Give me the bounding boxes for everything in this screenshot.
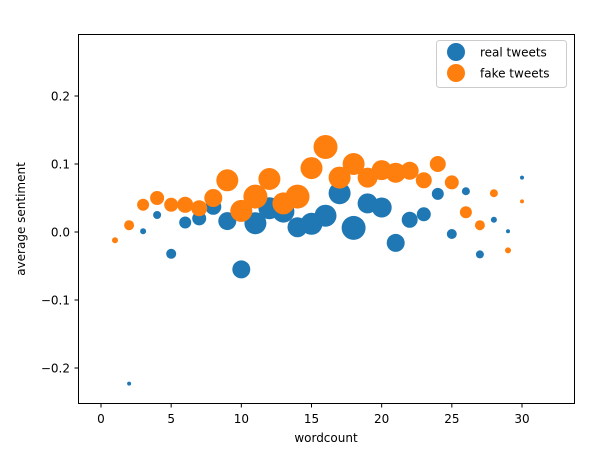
- x-tick-label: 15: [304, 412, 319, 426]
- fake-tweet-point: [230, 199, 253, 222]
- real-tweet-point: [218, 212, 237, 231]
- fake-tweet-point: [285, 184, 310, 209]
- real-tweet-point: [386, 233, 405, 252]
- y-axis-label: average sentiment: [14, 162, 28, 276]
- x-tick-label: 10: [234, 412, 249, 426]
- legend: real tweets fake tweets: [436, 40, 567, 88]
- fake-tweet-point: [112, 237, 118, 244]
- real-tweet-point: [461, 187, 470, 196]
- fake-tweet-point: [216, 169, 239, 192]
- real-tweet-point: [520, 175, 524, 180]
- y-tick-label: −0.1: [41, 294, 70, 308]
- fake-tweet-point: [243, 184, 268, 209]
- legend-label-real: real tweets: [480, 46, 547, 60]
- fake-tweet-point: [459, 206, 472, 219]
- fake-tweet-point: [137, 198, 150, 211]
- real-tweet-point: [140, 228, 147, 235]
- fake-tweet-point: [124, 220, 135, 231]
- fake-tweet-point: [258, 168, 281, 190]
- fake-tweet-point: [505, 247, 511, 254]
- x-axis-label: wordcount: [294, 431, 358, 445]
- y-tick-label: 0.1: [51, 158, 70, 172]
- real-tweet-point: [127, 381, 132, 386]
- fake-tweet-point: [474, 220, 485, 231]
- fake-tweet-point: [520, 199, 524, 204]
- real-tweet-point: [431, 187, 444, 200]
- legend-label-fake: fake tweets: [480, 67, 550, 81]
- y-tick-label: 0.0: [51, 226, 70, 240]
- fake-tweet-point: [150, 191, 165, 205]
- y-axis-ticks: −0.2 −0.1 0.0 0.1 0.2: [41, 90, 79, 376]
- y-tick-label: 0.2: [51, 90, 70, 104]
- real-tweet-point: [401, 211, 418, 228]
- real-tweet-point: [490, 216, 497, 223]
- fake-tweet-point: [415, 172, 432, 189]
- real-tweet-point: [341, 215, 366, 240]
- x-tick-label: 5: [167, 412, 175, 426]
- plot-frame: [78, 34, 575, 404]
- fake-tweet-point: [328, 166, 351, 189]
- x-tick-label: 30: [514, 412, 529, 426]
- x-axis-ticks: 0 5 10 15 20 25 30: [97, 403, 530, 426]
- fake-tweet-point: [400, 161, 419, 180]
- legend-marker-real-icon: [447, 43, 465, 61]
- fake-tweet-point: [385, 162, 406, 183]
- x-tick-label: 20: [374, 412, 389, 426]
- fake-tweet-point: [444, 175, 459, 190]
- real-tweet-point: [475, 250, 484, 259]
- x-tick-label: 0: [97, 412, 105, 426]
- fake-tweet-point: [300, 157, 323, 180]
- real-tweet-point: [416, 207, 431, 222]
- fake-tweet-point: [177, 196, 194, 213]
- legend-marker-fake-icon: [447, 64, 465, 82]
- fake-tweet-point: [313, 135, 338, 159]
- real-tweet-point: [153, 211, 162, 219]
- real-tweet-point: [179, 216, 192, 229]
- fake-tweet-point: [164, 197, 179, 212]
- real-tweet-point: [371, 197, 392, 218]
- real-tweet-point: [328, 182, 351, 205]
- real-tweet-point: [232, 260, 251, 279]
- real-tweet-point: [506, 229, 510, 234]
- legend-box: [436, 40, 567, 88]
- real-tweet-point: [166, 248, 177, 259]
- fake-tweet-point: [342, 153, 365, 175]
- fake-tweet-point: [191, 200, 208, 217]
- fake-tweet-point: [204, 189, 223, 207]
- real-tweet-point: [446, 229, 457, 239]
- fake-tweet-point: [429, 156, 446, 172]
- x-tick-label: 25: [444, 412, 459, 426]
- fake-tweet-point: [489, 189, 498, 198]
- real-tweet-point: [314, 204, 337, 227]
- y-tick-label: −0.2: [41, 362, 70, 376]
- data-points: [112, 135, 524, 386]
